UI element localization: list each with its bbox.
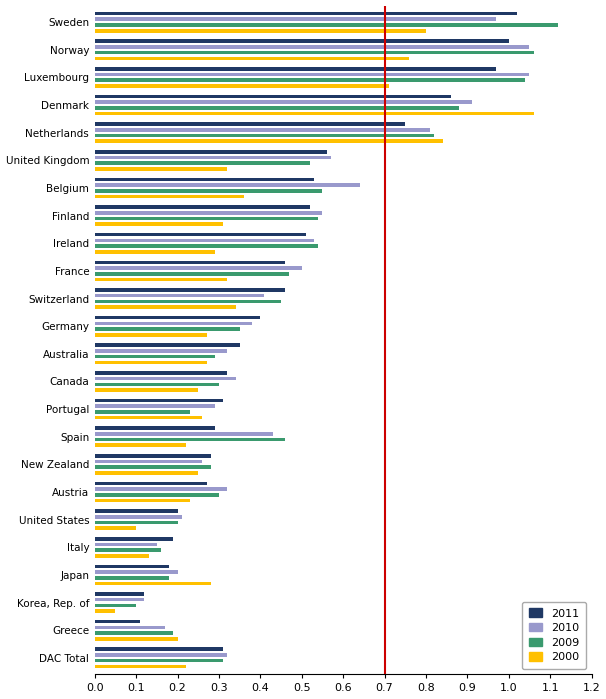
Bar <box>95 521 178 524</box>
Bar <box>95 333 207 336</box>
Bar <box>95 626 165 629</box>
Bar <box>95 106 459 110</box>
Bar <box>95 39 509 43</box>
Bar <box>95 250 215 254</box>
Bar <box>95 398 223 403</box>
Bar <box>95 23 559 27</box>
Bar <box>95 659 223 663</box>
Bar <box>95 443 186 447</box>
Bar <box>95 610 115 613</box>
Bar <box>95 112 534 115</box>
Bar <box>95 45 530 49</box>
Bar <box>95 300 281 303</box>
Bar <box>95 294 264 298</box>
Bar <box>95 195 244 199</box>
Bar <box>95 416 202 419</box>
Bar <box>95 487 227 491</box>
Bar <box>95 233 306 236</box>
Bar <box>95 12 517 15</box>
Bar <box>95 350 227 353</box>
Bar <box>95 510 178 513</box>
Bar <box>95 582 211 585</box>
Bar <box>95 94 451 99</box>
Legend: 2011, 2010, 2009, 2000: 2011, 2010, 2009, 2000 <box>522 602 586 669</box>
Bar <box>95 388 198 392</box>
Bar <box>95 647 223 651</box>
Bar <box>95 316 261 319</box>
Bar <box>95 156 331 159</box>
Bar <box>95 272 289 275</box>
Bar <box>95 604 136 607</box>
Bar <box>95 466 211 469</box>
Bar <box>95 211 322 215</box>
Bar <box>95 222 223 226</box>
Bar <box>95 343 239 347</box>
Bar <box>95 217 318 220</box>
Bar <box>95 84 388 88</box>
Bar <box>95 377 236 380</box>
Bar <box>95 305 236 309</box>
Bar <box>95 78 525 82</box>
Bar <box>95 438 285 441</box>
Bar <box>95 460 202 463</box>
Bar <box>95 361 207 364</box>
Bar <box>95 371 227 375</box>
Bar <box>95 29 426 32</box>
Bar <box>95 631 173 635</box>
Bar <box>95 322 252 325</box>
Bar <box>95 134 435 137</box>
Bar <box>95 637 178 640</box>
Bar <box>95 150 327 154</box>
Bar <box>95 570 178 574</box>
Bar <box>95 471 198 475</box>
Bar <box>95 183 360 187</box>
Bar <box>95 432 273 435</box>
Bar <box>95 206 310 209</box>
Bar <box>95 653 227 657</box>
Bar <box>95 101 471 104</box>
Bar <box>95 515 182 519</box>
Bar <box>95 122 405 126</box>
Bar <box>95 410 190 414</box>
Bar <box>95 493 219 497</box>
Bar <box>95 288 285 291</box>
Bar <box>95 499 190 503</box>
Bar <box>95 17 496 21</box>
Bar <box>95 548 161 552</box>
Bar <box>95 266 302 270</box>
Bar <box>95 57 410 60</box>
Bar <box>95 161 310 165</box>
Bar <box>95 245 318 248</box>
Bar <box>95 128 430 131</box>
Bar <box>95 167 227 171</box>
Bar <box>95 355 215 359</box>
Bar <box>95 620 140 624</box>
Bar <box>95 51 534 55</box>
Bar <box>95 405 215 408</box>
Bar <box>95 592 144 596</box>
Bar <box>95 576 169 579</box>
Bar <box>95 482 207 485</box>
Bar <box>95 327 239 331</box>
Bar <box>95 67 496 71</box>
Bar <box>95 426 215 430</box>
Bar <box>95 178 314 181</box>
Bar <box>95 261 285 264</box>
Bar <box>95 189 322 193</box>
Bar <box>95 526 136 530</box>
Bar <box>95 598 144 602</box>
Bar <box>95 140 442 143</box>
Bar <box>95 542 157 546</box>
Bar <box>95 382 219 386</box>
Bar <box>95 665 186 668</box>
Bar <box>95 278 227 281</box>
Bar <box>95 537 173 540</box>
Bar <box>95 454 211 458</box>
Bar <box>95 238 314 242</box>
Bar <box>95 554 148 558</box>
Bar <box>95 73 530 76</box>
Bar <box>95 565 169 568</box>
